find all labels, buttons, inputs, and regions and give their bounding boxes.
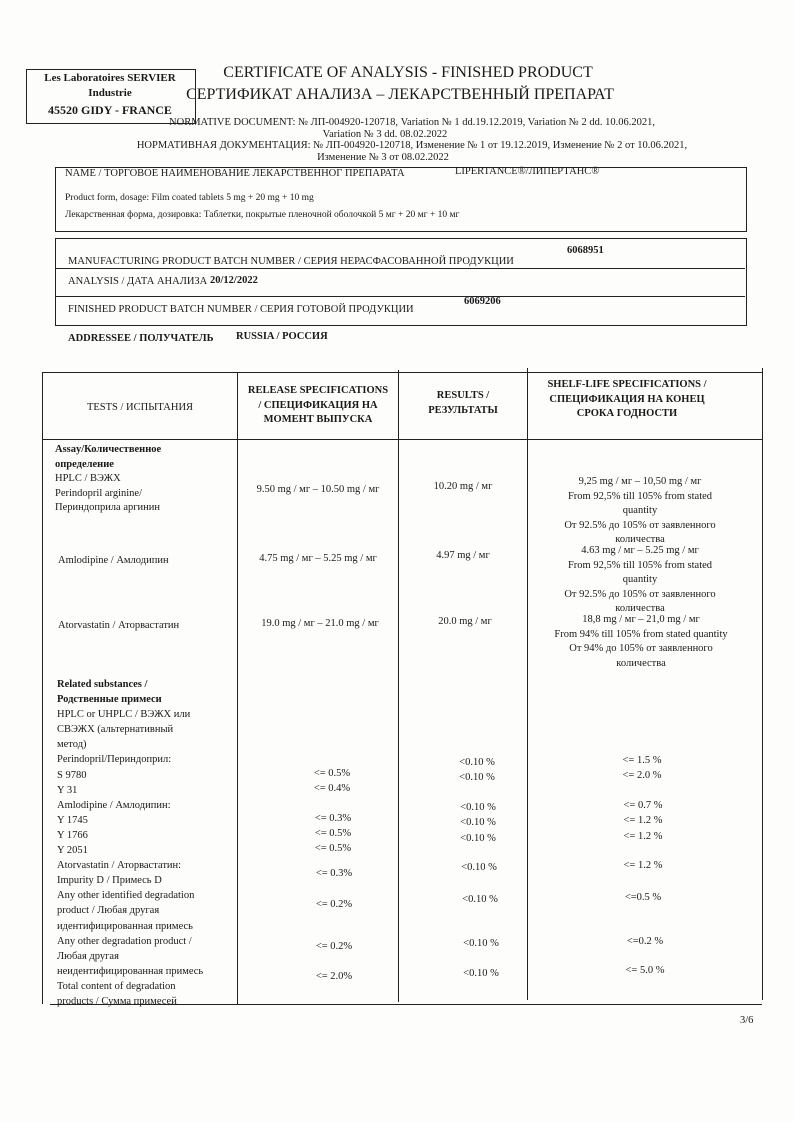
amlodipine-test: Amlodipine / Амлодипин xyxy=(58,555,169,566)
atorvastatin-shelf: 18,8 mg / мг – 21,0 mg / мг From 94% till… xyxy=(554,614,728,669)
servier-logo-box xyxy=(26,69,196,124)
divider xyxy=(55,296,745,297)
batch-box xyxy=(55,238,747,326)
result-identified: <0.10 % xyxy=(462,894,498,905)
page-number: 3/6 xyxy=(740,1015,754,1026)
release-y1745: <= 0.3% xyxy=(314,813,352,824)
result-total: <0.10 % xyxy=(463,968,499,979)
analysis-date-label: ANALYSIS / ДАТА АНАЛИЗА xyxy=(68,276,208,287)
title-ru: СЕРТИФИКАТ АНАЛИЗА – ЛЕКАРСТВЕННЫЙ ПРЕПА… xyxy=(186,86,614,103)
normative-ru-1: НОРМАТИВНАЯ ДОКУМЕНТАЦИЯ: № ЛП-004920-12… xyxy=(136,140,688,151)
result-s9780: <0.10 % xyxy=(459,757,495,768)
perindopril-release: 9.50 mg / мг – 10.50 mg / мг xyxy=(256,484,380,495)
perindopril-shelf: 9,25 mg / мг – 10,50 mg / мг From 92,5% t… xyxy=(564,476,716,546)
release-y1766: <= 0.5% xyxy=(314,828,352,839)
logo-line-2: Industrie xyxy=(88,87,132,99)
atorvastatin-test: Atorvastatin / Аторвастатин xyxy=(58,620,180,631)
shelf-impurity-d: <= 1.2 % xyxy=(623,860,663,871)
normative-ru-2: Изменение № 3 от 08.02.2022 xyxy=(317,152,449,163)
release-identified: <= 0.2% xyxy=(315,899,353,910)
result-impurity-d: <0.10 % xyxy=(461,862,497,873)
related-test-cell: Related substances / Родственные примеси … xyxy=(57,679,204,1007)
product-box xyxy=(55,167,747,232)
product-form-ru: Лекарственная форма, дозировка: Таблетки… xyxy=(65,210,460,220)
shelf-unidentified: <=0.2 % xyxy=(626,936,664,947)
amlodipine-release: 4.75 mg / мг – 5.25 mg / мг xyxy=(259,553,377,564)
shelf-y1745: <= 0.7 % xyxy=(623,800,663,811)
shelf-y1766: <= 1.2 % xyxy=(623,815,663,826)
shelf-s9780: <= 1.5 % xyxy=(622,755,662,766)
finished-batch-label: FINISHED PRODUCT BATCH NUMBER / СЕРИЯ ГО… xyxy=(68,304,414,315)
result-unidentified: <0.10 % xyxy=(463,938,499,949)
header-tests: TESTS / ИСПЫТАНИЯ xyxy=(86,402,194,413)
normative-en-2: Variation № 3 dd. 08.02.2022 xyxy=(322,129,448,140)
divider xyxy=(55,268,745,269)
addressee-value: RUSSIA / РОССИЯ xyxy=(236,331,328,342)
normative-en-1: NORMATIVE DOCUMENT: № ЛП-004920-120718, … xyxy=(169,117,655,128)
release-y2051: <= 0.5% xyxy=(314,843,352,854)
atorvastatin-release: 19.0 mg / мг – 21.0 mg / мг xyxy=(261,618,379,629)
atorvastatin-result: 20.0 mg / мг xyxy=(438,616,492,627)
mfg-batch-value: 6068951 xyxy=(567,245,604,256)
analysis-date-value: 20/12/2022 xyxy=(210,275,258,286)
logo-line-1: Les Laboratoires SERVIER xyxy=(44,72,176,84)
title-en: CERTIFICATE OF ANALYSIS - FINISHED PRODU… xyxy=(223,64,593,81)
result-y1745: <0.10 % xyxy=(460,802,496,813)
mfg-batch-label: MANUFACTURING PRODUCT BATCH NUMBER / СЕР… xyxy=(68,256,514,267)
finished-batch-value: 6069206 xyxy=(464,296,501,307)
shelf-total: <= 5.0 % xyxy=(625,965,665,976)
release-y31: <= 0.4% xyxy=(313,783,351,794)
shelf-y31: <= 2.0 % xyxy=(622,770,662,781)
result-y31: <0.10 % xyxy=(459,772,495,783)
assay-test-cell: Assay/Количественное определение HPLC / В… xyxy=(55,444,162,514)
release-impurity-d: <= 0.3% xyxy=(315,868,353,879)
product-form-en: Product form, dosage: Film coated tablet… xyxy=(65,193,314,203)
product-name-label: NAME / ТОРГОВОЕ НАИМЕНОВАНИЕ ЛЕКАРСТВЕНН… xyxy=(65,168,405,179)
amlodipine-shelf: 4.63 mg / мг – 5.25 mg / мг From 92,5% ti… xyxy=(564,545,716,615)
logo-line-3: 45520 GIDY - FRANCE xyxy=(48,103,172,117)
header-release: RELEASE SPECIFICATIONS / СПЕЦИФИКАЦИЯ НА М… xyxy=(247,385,389,426)
release-unidentified: <= 0.2% xyxy=(315,941,353,952)
shelf-identified: <=0.5 % xyxy=(624,892,662,903)
header-shelf-life: SHELF-LIFE SPECIFICATIONS / СПЕЦИФИКАЦИЯ … xyxy=(547,379,707,420)
header-results: RESULTS / РЕЗУЛЬТАТЫ xyxy=(428,390,498,416)
product-name-value: LIPERTANCE®/ЛИПЕРТАНС® xyxy=(455,166,600,177)
result-y2051: <0.10 % xyxy=(460,833,496,844)
release-total: <= 2.0% xyxy=(315,971,353,982)
shelf-y2051: <= 1.2 % xyxy=(623,831,663,842)
amlodipine-result: 4.97 mg / мг xyxy=(436,550,490,561)
release-s9780: <= 0.5% xyxy=(313,768,351,779)
perindopril-result: 10.20 mg / мг xyxy=(433,481,493,492)
addressee-label: ADDRESSEE / ПОЛУЧАТЕЛЬ xyxy=(68,333,214,344)
result-y1766: <0.10 % xyxy=(460,817,496,828)
